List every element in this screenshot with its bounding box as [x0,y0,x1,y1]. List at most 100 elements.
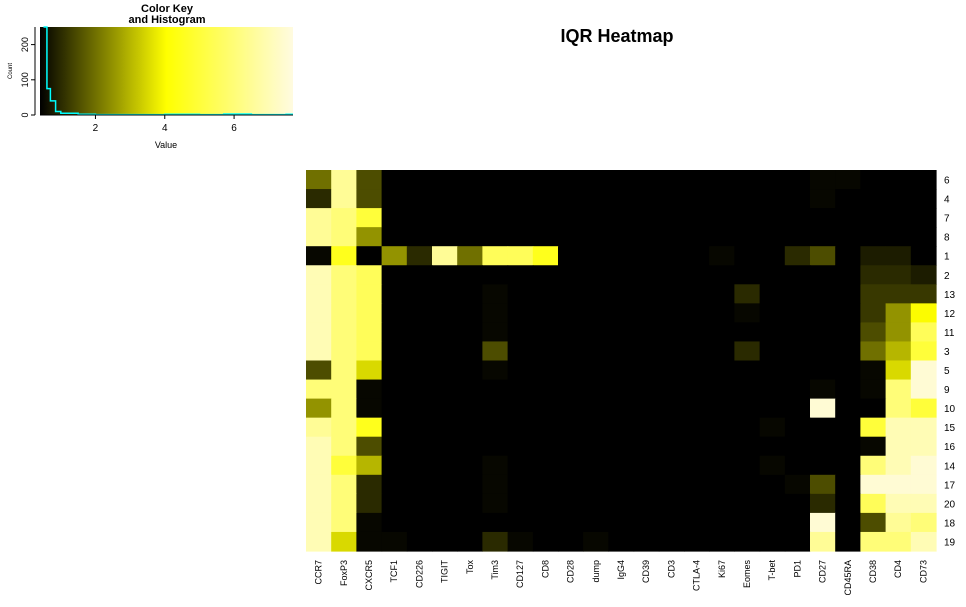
heatmap-cell [658,322,685,343]
heatmap-cell [734,436,761,457]
heatmap-cell [432,360,458,381]
heatmap-cell [457,360,483,381]
heatmap-cell [457,322,483,343]
heatmap-cell [810,208,836,228]
heatmap-cell [406,322,433,343]
heatmap-cell [558,322,584,343]
heatmap-cell [356,208,383,228]
heatmap-cell [658,265,685,285]
heatmap-cell [532,417,559,438]
heatmap-cell [860,512,887,533]
heatmap-cell [406,474,433,495]
heatmap-cell [709,360,735,381]
heatmap-cell [835,417,861,438]
row-label: 11 [944,328,955,339]
column-label: CD45RA [843,560,853,596]
heatmap-cell [406,227,433,247]
heatmap-cell [658,246,685,266]
heatmap-cell [910,398,937,419]
heatmap-cell [910,265,937,285]
heatmap-cell [658,493,685,514]
row-label: 16 [944,442,956,453]
heatmap-cell [734,360,761,381]
color-key-y-label: Count [8,63,14,79]
heatmap-cell [784,360,811,381]
heatmap-cell [885,360,912,381]
heatmap-cell [910,417,937,438]
heatmap-cell [633,436,660,457]
heatmap-cell [860,379,887,400]
heatmap-cell [331,531,357,552]
heatmap-cell [381,417,408,438]
heatmap-cell [885,189,912,209]
heatmap-cell [759,170,786,190]
heatmap-cell [356,531,383,552]
heatmap-cell [356,493,383,514]
heatmap-cell [356,284,383,304]
heatmap-cell [734,474,761,495]
row-label: 8 [944,233,950,244]
heatmap-cell [583,322,609,343]
heatmap-cell [658,474,685,495]
heatmap-cell [532,170,559,190]
column-label: PD1 [792,560,802,578]
heatmap-cell [356,265,383,285]
column-label: CD127 [515,560,525,588]
column-label: FoxP3 [339,560,349,586]
heatmap-cell [432,284,458,304]
heatmap-cell [835,360,861,381]
heatmap-cell [608,246,635,266]
heatmap-cell [608,303,635,323]
heatmap-cell [457,208,483,228]
heatmap-cell [306,436,332,457]
heatmap-cell [860,360,887,381]
heatmap-cell [406,265,433,285]
heatmap-cell [784,493,811,514]
heatmap-cell [406,189,433,209]
heatmap-cell [507,170,534,190]
heatmap-cell [734,208,761,228]
heatmap-cell [658,170,685,190]
heatmap-cell [306,265,332,285]
heatmap-cell [835,474,861,495]
heatmap-cell [381,189,408,209]
heatmap-cell [860,455,887,476]
heatmap-cell [885,170,912,190]
heatmap-cell [734,322,761,343]
heatmap-cell [532,531,559,552]
heatmap-cell [558,455,584,476]
heatmap-cell [835,208,861,228]
heatmap-cell [432,189,458,209]
heatmap-cell [910,246,937,266]
heatmap-cell [810,531,836,552]
heatmap-cell [507,379,534,400]
heatmap-cell [860,436,887,457]
heatmap-cell [381,227,408,247]
heatmap-cell [532,436,559,457]
heatmap-cell [784,341,811,362]
heatmap-cell [633,360,660,381]
heatmap-cell [759,246,786,266]
heatmap-cell [684,189,710,209]
column-label: dump [591,560,601,583]
heatmap-cell [759,398,786,419]
heatmap-cell [860,208,887,228]
color-key-x-tick-label: 6 [231,123,237,134]
heatmap-cell [709,227,735,247]
heatmap-cell [507,455,534,476]
heatmap-cell [709,265,735,285]
heatmap-cell [457,246,483,266]
heatmap-cell [810,246,836,266]
row-label: 9 [944,385,950,396]
heatmap-cell [633,265,660,285]
heatmap-cell [583,512,609,533]
heatmap-cell [734,170,761,190]
heatmap-cell [583,284,609,304]
heatmap-cell [658,417,685,438]
heatmap-cell [608,417,635,438]
heatmap-cell [532,227,559,247]
heatmap-cell [406,417,433,438]
heatmap-cell [860,265,887,285]
heatmap-cell [381,455,408,476]
heatmap-cell [507,208,534,228]
